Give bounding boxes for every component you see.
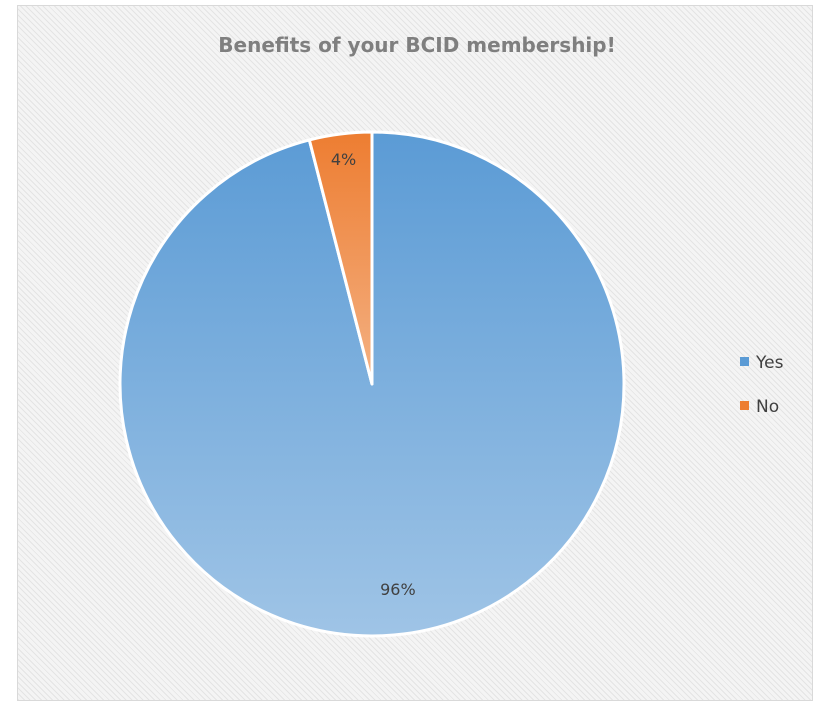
pie-slices	[118, 130, 626, 638]
slice-label-no: 4%	[331, 150, 356, 169]
pie-slice-no	[307, 130, 374, 386]
legend: Yes No	[740, 353, 784, 417]
chart-title: Benefits of your BCID membership!	[218, 33, 615, 57]
legend-swatch-no	[740, 401, 749, 410]
legend-label-no: No	[756, 397, 779, 417]
legend-label-yes: Yes	[755, 353, 784, 373]
legend-swatch-yes	[740, 357, 749, 366]
slice-labels: 96% 4%	[331, 150, 416, 599]
slice-label-yes: 96%	[380, 580, 416, 599]
